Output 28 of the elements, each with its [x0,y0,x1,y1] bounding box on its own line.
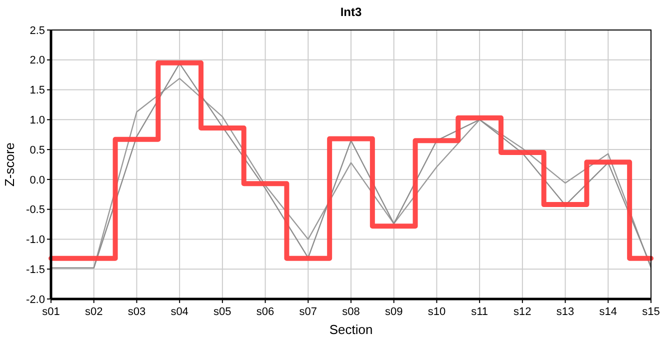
x-tick-label: s09 [384,306,403,318]
x-tick-label: s12 [514,306,532,318]
y-tick-label: -1.0 [26,234,45,246]
x-tick-label: s14 [599,306,618,318]
y-tick-label: 2.0 [30,54,45,67]
y-tick-label: -1.5 [26,264,45,276]
x-tick-label: s11 [471,306,488,318]
y-tick-label: 0.0 [30,174,45,186]
y-tick-label: 1.5 [30,84,45,97]
y-axis-title: Z-score [2,142,17,187]
y-tick-label: 2.5 [30,24,45,37]
x-tick-label: s07 [299,306,318,318]
y-tick-label: -2.0 [26,294,45,306]
x-tick-label: s13 [556,306,574,318]
x-tick-label: s04 [170,306,188,318]
x-tick-label: s08 [342,306,360,318]
y-tick-label: -0.5 [26,204,45,216]
x-tick-label: s05 [214,306,232,318]
chart-title: Int3 [340,5,362,19]
x-tick-label: s02 [84,306,103,318]
x-tick-label: s06 [256,306,274,318]
x-tick-label: s01 [42,306,60,318]
y-tick-label: 0.5 [30,144,45,156]
x-axis-title: Section [329,322,373,337]
y-tick-label: 1.0 [30,114,45,127]
x-tick-label: s03 [128,306,146,318]
x-tick-label: s10 [428,306,446,318]
x-tick-label: s15 [642,306,660,318]
